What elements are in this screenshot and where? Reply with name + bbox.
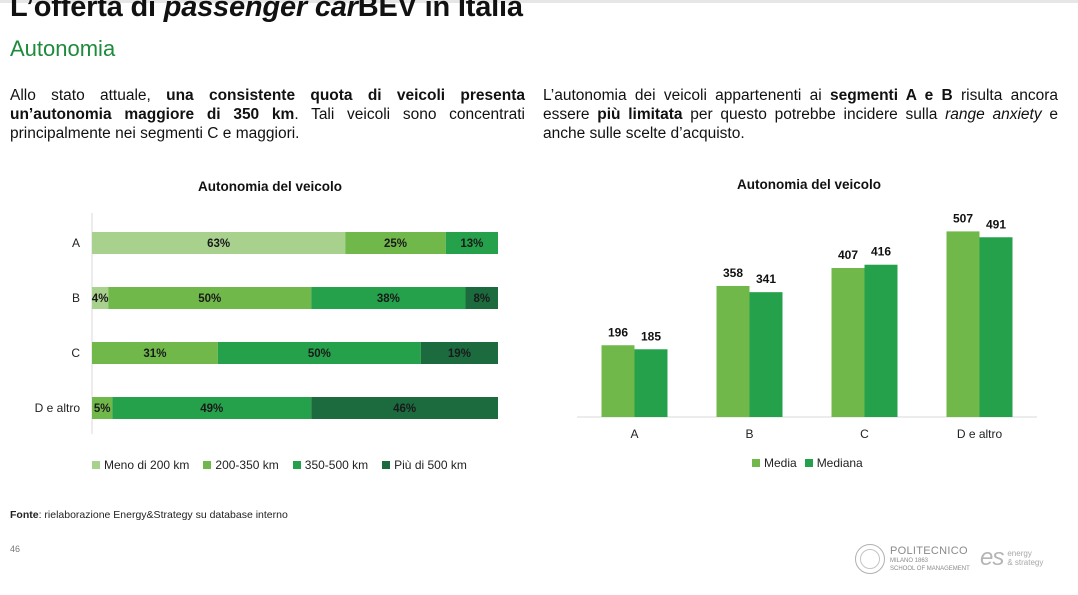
data-label-c-350-500-km: 50% bbox=[308, 348, 331, 360]
es-logo-mark: es bbox=[980, 544, 1004, 571]
legend-item-200-350-km: 200-350 km bbox=[203, 458, 279, 472]
bar-c-350-500-km bbox=[217, 342, 421, 364]
top-border bbox=[0, 0, 1078, 3]
legend-swatch bbox=[292, 461, 301, 469]
grouped-bar-chart: 196 185 A 358 341 B 407 416 C 507 491 D e altro bbox=[577, 211, 1037, 441]
data-label-a-200-350-km: 25% bbox=[384, 238, 407, 250]
category-label-a: A bbox=[630, 427, 638, 441]
category-label-b: B bbox=[72, 291, 80, 305]
bar-b-mediana bbox=[749, 292, 783, 417]
category-label-c: C bbox=[860, 427, 869, 441]
legend-swatch bbox=[804, 459, 813, 467]
legend-label: Più di 500 km bbox=[394, 458, 467, 472]
data-label-b-pi-di-500-km: 8% bbox=[473, 293, 490, 305]
bar-c-media bbox=[831, 268, 865, 417]
bar-c-mediana bbox=[864, 264, 898, 417]
data-label-a-mediana: 185 bbox=[641, 329, 661, 343]
bar-d-e-altro-media bbox=[946, 231, 980, 417]
legend-swatch bbox=[92, 461, 100, 469]
legend-label: Mediana bbox=[816, 456, 863, 470]
energy-strategy-logo: es energy & strategy bbox=[980, 544, 1044, 571]
data-label-b-meno-di-200-km: 4% bbox=[92, 293, 109, 305]
data-label-d-e-altro-mediana: 491 bbox=[986, 217, 1006, 231]
data-label-c-pi-di-500-km: 19% bbox=[448, 348, 471, 360]
legend-item-pi-di-500-km: Più di 500 km bbox=[382, 458, 467, 472]
bar-d-e-altro-350-500-km bbox=[112, 397, 312, 419]
legend-swatch bbox=[382, 461, 391, 469]
legend-item-meno-di-200-km: Meno di 200 km bbox=[92, 458, 189, 472]
legend-label: Media bbox=[764, 456, 797, 470]
legend-item-media: Media bbox=[752, 456, 797, 470]
data-label-d-e-altro-200-350-km: 5% bbox=[94, 403, 111, 415]
bar-b-350-500-km bbox=[311, 287, 466, 309]
bar-a-meno-di-200-km bbox=[92, 232, 346, 254]
right-chart-title: Autonomia del veicolo bbox=[737, 177, 882, 192]
legend-label: Meno di 200 km bbox=[104, 458, 190, 472]
bar-c-200-350-km bbox=[92, 342, 218, 364]
data-label-a-meno-di-200-km: 63% bbox=[207, 238, 230, 250]
bar-d-e-altro-pi-di-500-km bbox=[311, 397, 498, 419]
legend-item-mediana: Mediana bbox=[804, 456, 863, 470]
left-paragraph: Allo stato attuale, una consistente quot… bbox=[10, 87, 526, 142]
politecnico-logo: POLITECNICO MILANO 1863 SCHOOL OF MANAGE… bbox=[855, 544, 970, 574]
data-label-c-200-350-km: 31% bbox=[143, 348, 166, 360]
bar-c-pi-di-500-km bbox=[420, 342, 498, 364]
legend-label: 350-500 km bbox=[304, 458, 369, 472]
bar-a-200-350-km bbox=[345, 232, 446, 254]
legend-swatch bbox=[752, 459, 760, 467]
left-chart-title: Autonomia del veicolo bbox=[198, 179, 343, 194]
right-chart-legend: Media Mediana bbox=[752, 456, 871, 470]
bar-a-350-500-km bbox=[445, 232, 498, 254]
data-label-b-350-500-km: 38% bbox=[377, 293, 400, 305]
bar-d-e-altro-mediana bbox=[979, 237, 1013, 417]
data-label-b-200-350-km: 50% bbox=[198, 293, 221, 305]
page-subtitle: Autonomia bbox=[10, 36, 116, 61]
stacked-bar-chart: A 63% 25% 13% B 4% 50% 38% 8% C 31% 50% 19% D e altro… bbox=[35, 213, 498, 434]
bar-a-mediana bbox=[634, 349, 668, 417]
data-label-b-mediana: 341 bbox=[756, 272, 776, 286]
bar-b-200-350-km bbox=[108, 287, 312, 309]
legend-swatch bbox=[203, 461, 212, 469]
category-label-a: A bbox=[72, 236, 80, 250]
bar-d-e-altro-200-350-km bbox=[92, 397, 113, 419]
category-label-b: B bbox=[745, 427, 753, 441]
source-note: Fonte: rielaborazione Energy&Strategy su… bbox=[10, 509, 288, 521]
data-label-a-media: 196 bbox=[608, 325, 628, 339]
data-label-c-mediana: 416 bbox=[871, 245, 891, 259]
page-number: 46 bbox=[10, 544, 21, 554]
legend-label: 200-350 km bbox=[215, 458, 279, 472]
bar-b-pi-di-500-km bbox=[465, 287, 498, 309]
politecnico-seal-icon bbox=[855, 544, 885, 574]
data-label-d-e-altro-pi-di-500-km: 46% bbox=[393, 403, 416, 415]
data-label-d-e-altro-350-500-km: 49% bbox=[200, 403, 223, 415]
bar-b-media bbox=[716, 285, 750, 417]
page-title: L’offerta di passenger carBEV in Italia bbox=[10, 0, 523, 23]
bar-a-media bbox=[601, 345, 635, 417]
category-label-c: C bbox=[71, 346, 80, 360]
left-chart-legend: Meno di 200 km 200-350 km 350-500 km Più di… bbox=[92, 458, 481, 472]
category-label-d-e-altro: D e altro bbox=[957, 427, 1003, 441]
data-label-d-e-altro-media: 507 bbox=[953, 211, 973, 225]
right-paragraph: L’autonomia dei veicoli appartenenti ai … bbox=[543, 87, 1058, 142]
data-label-b-media: 358 bbox=[723, 266, 743, 280]
category-label-d-e-altro: D e altro bbox=[35, 401, 81, 415]
legend-item-350-500-km: 350-500 km bbox=[292, 458, 369, 472]
bar-b-meno-di-200-km bbox=[92, 287, 109, 309]
data-label-c-media: 407 bbox=[838, 248, 858, 262]
data-label-a-350-500-km: 13% bbox=[460, 238, 483, 250]
